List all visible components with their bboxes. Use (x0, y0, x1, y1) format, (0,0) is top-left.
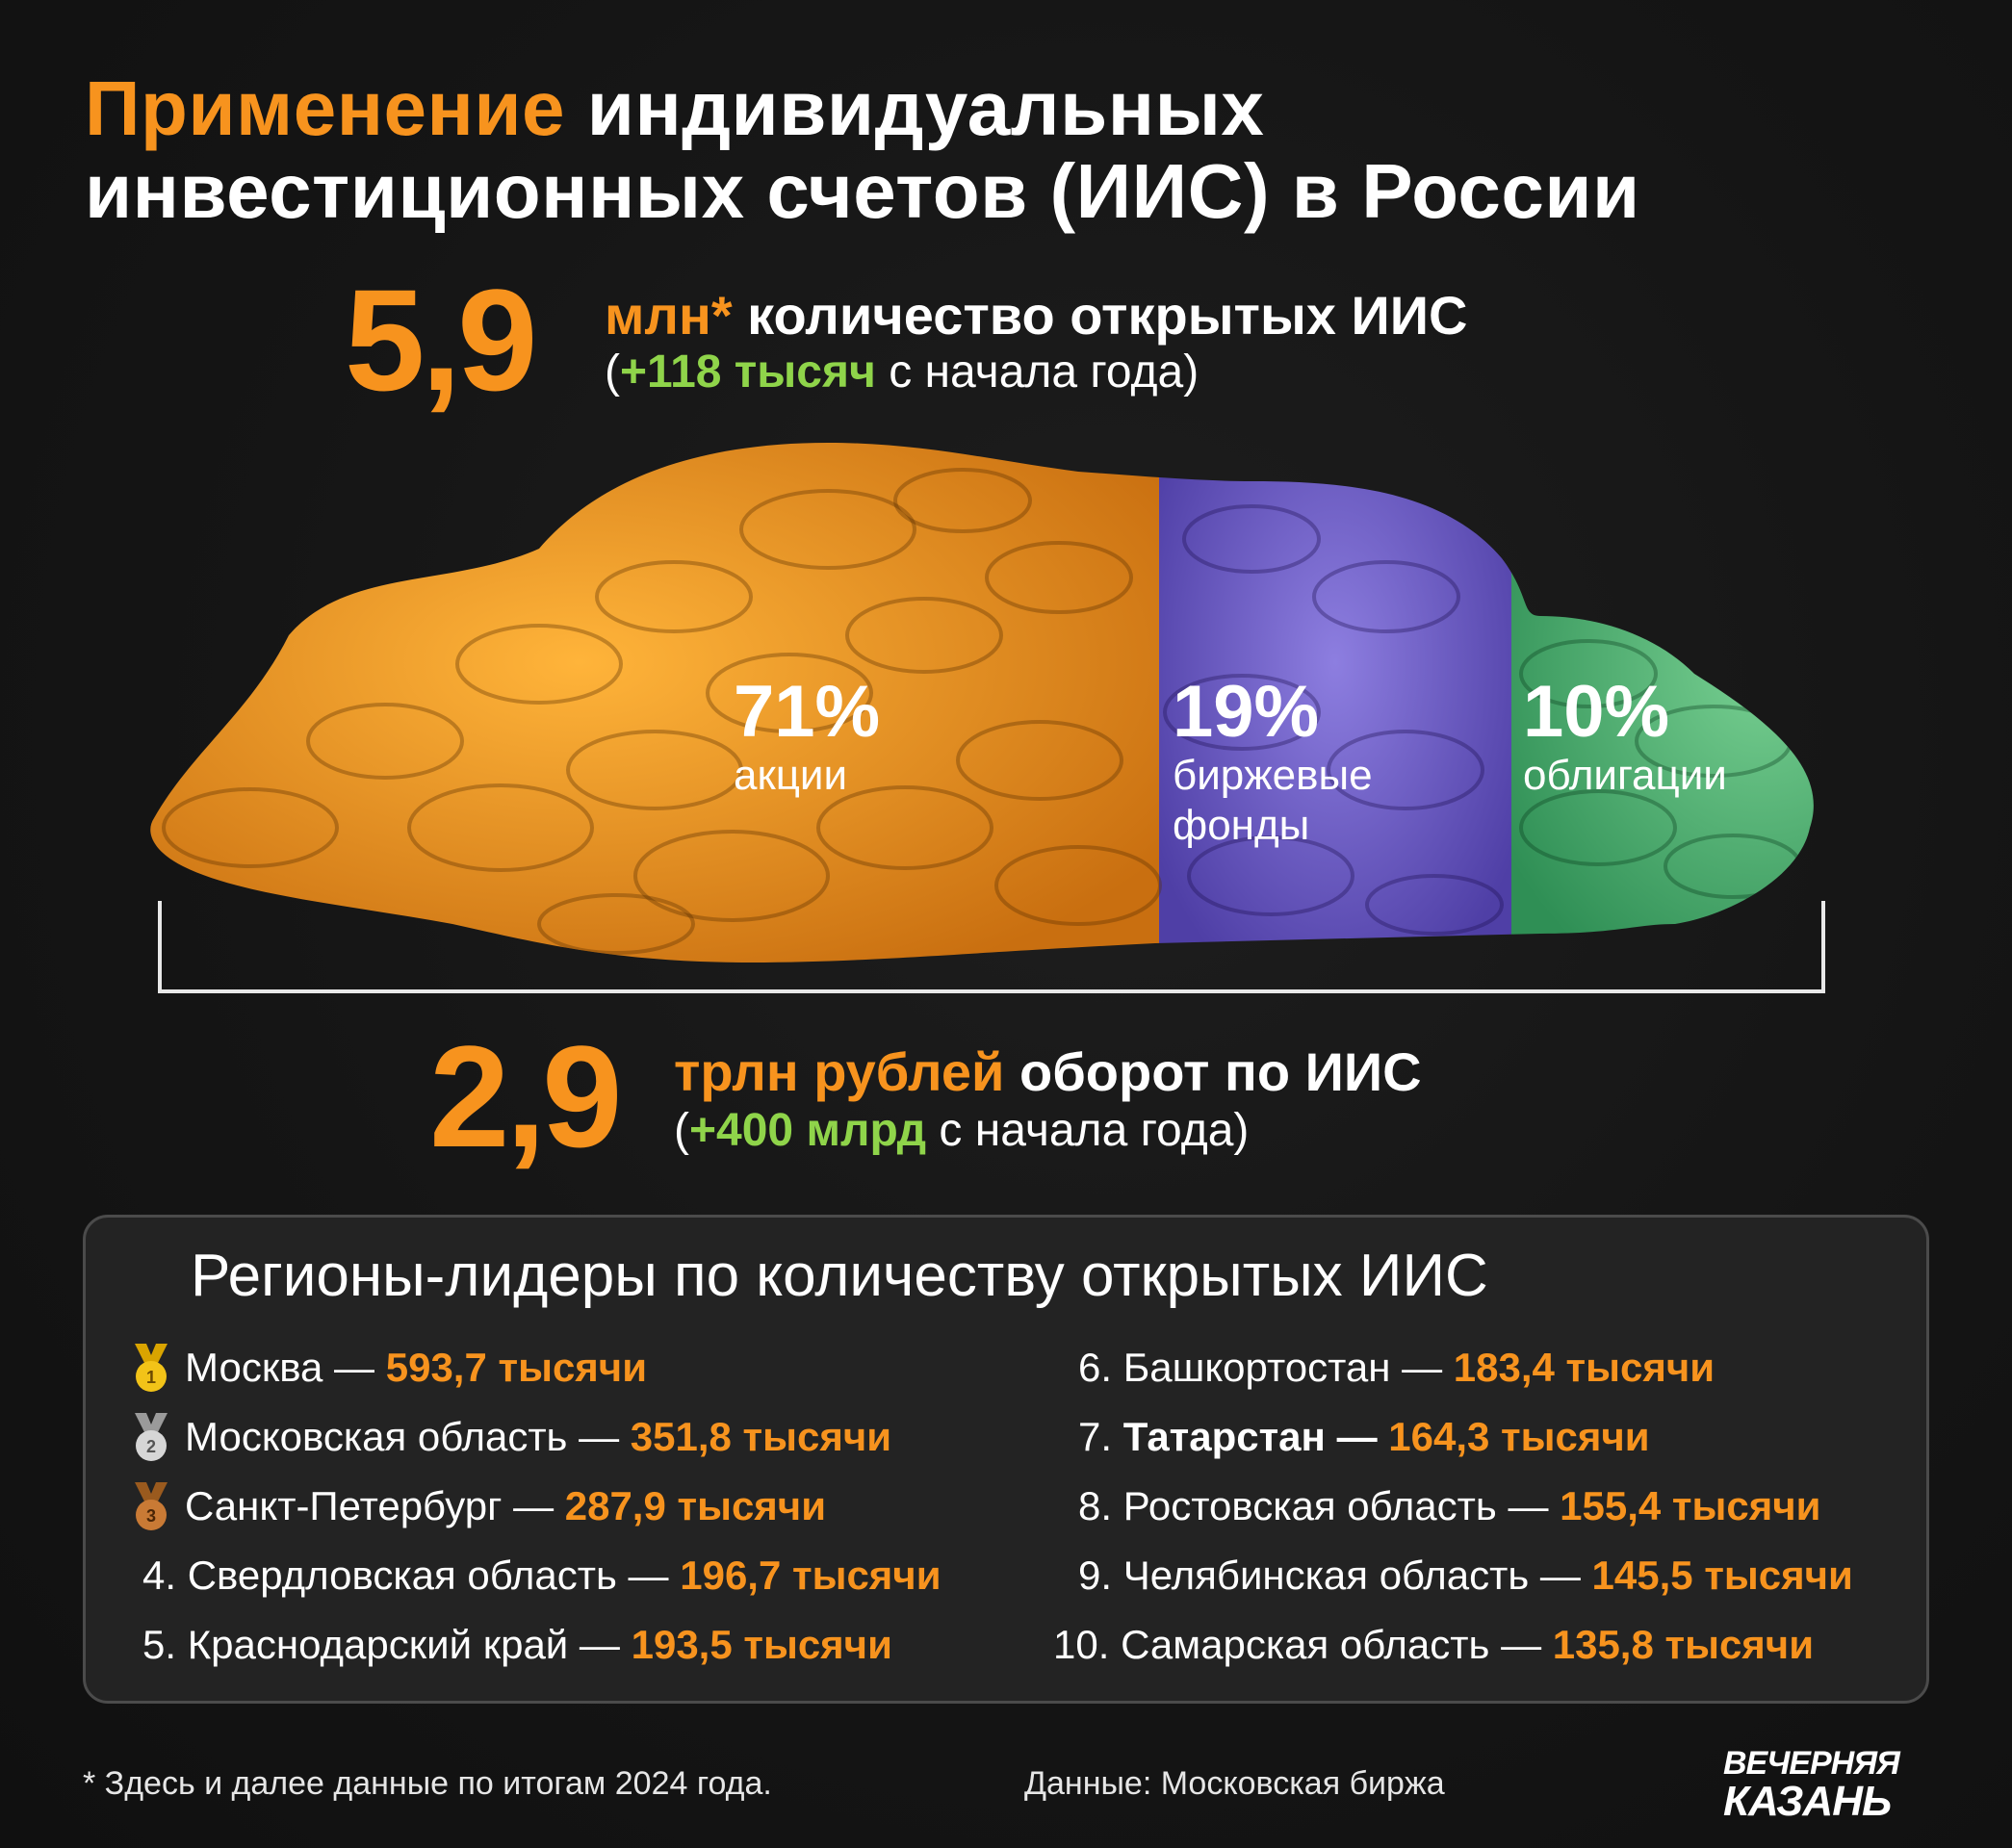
segment-bonds-label: 10% облигации (1523, 674, 1727, 801)
turnover-text: оборот по ИИС (1004, 1041, 1422, 1102)
list-item-region-1: Москва — 593,7 тысячи (185, 1345, 648, 1390)
segment-etf (1159, 443, 1511, 962)
total-bracket (158, 901, 1825, 993)
medal-bronze-icon: 3 (127, 1482, 175, 1539)
turnover-sub-rest: с начала года) (926, 1105, 1250, 1156)
turnover-paren-open: ( (674, 1105, 689, 1156)
svg-text:1: 1 (146, 1368, 156, 1387)
accounts-growth: +118 тысяч (619, 346, 876, 398)
etf-name-line1: биржевые (1173, 752, 1373, 799)
title-line2: инвестиционных счетов (ИИС) в России (85, 148, 1640, 234)
accounts-sub-rest: с начала года) (875, 346, 1199, 398)
list-item-region-7: 7. Татарстан — 164,3 тысячи (1078, 1414, 1650, 1459)
accounts-paren-open: ( (605, 346, 620, 398)
accounts-text: количество открытых ИИС (732, 285, 1468, 346)
accounts-unit: млн* (605, 285, 733, 346)
data-source: Данные: Московская биржа (1024, 1765, 1445, 1802)
list-item-region-5: 5. Краснодарский край — 193,5 тысячи (142, 1622, 892, 1667)
segment-stocks-label: 71% акции (734, 674, 880, 801)
footnote: * Здесь и далее данные по итогам 2024 го… (83, 1765, 772, 1802)
stocks-name: акции (734, 752, 848, 799)
turnover-label: трлн рублей оборот по ИИС (674, 1041, 1422, 1103)
accounts-growth-line: (+118 тысяч с начала года) (605, 345, 1199, 400)
etf-name-line2: фонды (1173, 802, 1310, 849)
bonds-percent: 10% (1523, 671, 1670, 753)
svg-text:3: 3 (146, 1506, 156, 1526)
etf-percent: 19% (1173, 671, 1320, 753)
regions-panel (83, 1215, 1929, 1704)
title-line1-rest: индивидуальных (565, 65, 1265, 151)
page-title: Применение индивидуальных инвестиционных… (85, 67, 1640, 233)
turnover-growth-line: (+400 млрд с начала года) (674, 1103, 1249, 1159)
title-accent: Применение (85, 65, 566, 151)
coin-pile-illustration (150, 443, 1814, 962)
logo-line1: ВЕЧЕРНЯЯ (1723, 1745, 1900, 1782)
svg-text:2: 2 (146, 1437, 156, 1456)
list-item-region-8: 8. Ростовская область — 155,4 тысячи (1078, 1483, 1821, 1528)
logo-line2: КАЗАНЬ (1723, 1778, 1892, 1825)
list-item-region-3: Санкт-Петербург — 287,9 тысячи (185, 1483, 827, 1528)
list-item-region-6: 6. Башкортостан — 183,4 тысячи (1078, 1345, 1715, 1390)
turnover-growth: +400 млрд (688, 1105, 927, 1156)
bonds-name: облигации (1523, 752, 1727, 799)
segment-etf-label: 19% биржевые фонды (1173, 674, 1373, 851)
medal-silver-icon: 2 (127, 1413, 175, 1470)
vechernyaya-kazan-logo: ВЕЧЕРНЯЯ КАЗАНЬ (1723, 1744, 1935, 1825)
medal-gold-icon: 1 (127, 1344, 175, 1400)
list-item-region-10: 10. Самарская область — 135,8 тысячи (1053, 1622, 1815, 1667)
turnover-value: 2,9 (429, 1015, 623, 1177)
stocks-percent: 71% (734, 671, 881, 753)
list-item-region-2: Московская область — 351,8 тысячи (185, 1414, 892, 1459)
turnover-unit: трлн рублей (674, 1041, 1005, 1102)
list-item-region-9: 9. Челябинская область — 145,5 тысячи (1078, 1553, 1853, 1598)
accounts-value: 5,9 (345, 259, 538, 421)
regions-title: Регионы-лидеры по количеству открытых ИИ… (191, 1243, 1488, 1309)
list-item-region-4: 4. Свердловская область — 196,7 тысячи (142, 1553, 942, 1598)
accounts-label: млн* количество открытых ИИС (605, 285, 1467, 346)
